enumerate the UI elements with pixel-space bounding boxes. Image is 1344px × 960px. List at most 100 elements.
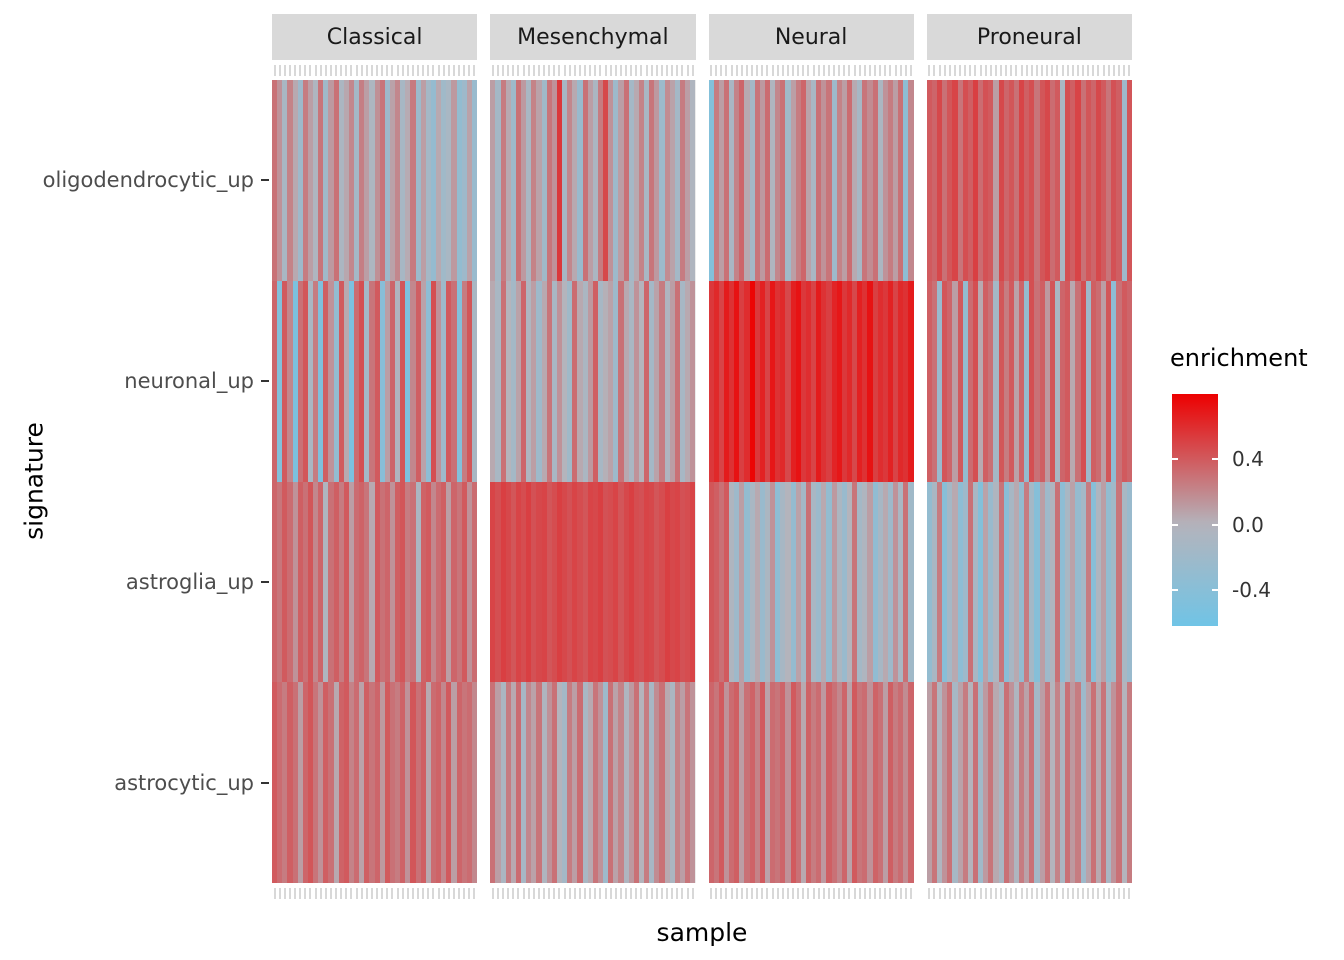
sample-tick-mark <box>594 887 597 899</box>
sample-tick <box>1034 887 1039 899</box>
heatmap-cell <box>1019 682 1025 883</box>
heatmap-column <box>592 80 598 883</box>
heatmap-column <box>988 80 994 883</box>
row-label-astrocytic_up: astrocytic_up <box>114 770 254 795</box>
sample-tick-mark <box>1066 64 1069 76</box>
heatmap-cell <box>998 481 1004 683</box>
heatmap-cell <box>887 80 893 281</box>
sample-tick-mark <box>614 64 617 76</box>
sample-tick-mark <box>874 887 877 899</box>
heatmap-cell <box>775 80 781 281</box>
heatmap-cell <box>374 80 380 281</box>
sample-tick <box>847 887 852 899</box>
heatmap-cell <box>379 682 385 883</box>
sample-tick <box>801 64 806 76</box>
sample-tick-mark <box>517 887 520 899</box>
sample-tick <box>947 64 952 76</box>
heatmap-cell <box>669 280 675 482</box>
heatmap-cell <box>364 80 370 281</box>
sample-tick <box>714 887 719 899</box>
heatmap-cell <box>1044 682 1050 883</box>
heatmap-cell <box>1126 481 1132 683</box>
heatmap-cell <box>729 682 735 883</box>
heatmap-cell <box>456 682 462 883</box>
heatmap-column <box>674 80 680 883</box>
heatmap-cell <box>764 80 770 281</box>
heatmap-column <box>749 80 755 883</box>
sample-tick-mark <box>584 887 587 899</box>
sample-tick <box>978 64 983 76</box>
sample-tick <box>690 887 695 899</box>
heatmap-cell <box>877 280 883 482</box>
heatmap-cell <box>597 481 603 683</box>
heatmap-cell <box>857 80 863 281</box>
sample-tick-mark <box>360 887 363 899</box>
heatmap-column <box>729 80 735 883</box>
sample-tick-mark <box>640 887 643 899</box>
sample-tick <box>670 64 675 76</box>
heatmap-cell <box>546 481 552 683</box>
heatmap-cell <box>521 481 527 683</box>
heatmap-cell <box>430 280 436 482</box>
heatmap-cell <box>343 682 349 883</box>
sample-tick-mark <box>969 887 972 899</box>
heatmap-cell <box>1024 80 1030 281</box>
heatmap-column <box>510 80 516 883</box>
heatmap-cell <box>1101 682 1107 883</box>
heatmap-cell <box>759 682 765 883</box>
heatmap-cell <box>1049 682 1055 883</box>
heatmap-cell <box>713 682 719 883</box>
sample-tick-mark <box>609 64 612 76</box>
heatmap-cell <box>395 481 401 683</box>
heatmap-cell <box>364 280 370 482</box>
heatmap-cell <box>846 481 852 683</box>
sample-tick-mark <box>725 64 728 76</box>
sample-tick-mark <box>360 64 363 76</box>
heatmap-column <box>962 80 968 883</box>
sample-tick-mark <box>417 887 420 899</box>
heatmap-cell <box>937 280 943 482</box>
sample-tick-mark <box>899 887 902 899</box>
sample-tick <box>796 64 801 76</box>
heatmap-cell <box>302 481 308 683</box>
heatmap-cell <box>1039 80 1045 281</box>
heatmap-column <box>1034 80 1040 883</box>
sample-tick-mark <box>1061 64 1064 76</box>
heatmap-cell <box>993 481 999 683</box>
sample-tick-mark <box>406 887 409 899</box>
sample-tick-mark <box>365 64 368 76</box>
sample-tick-mark <box>984 887 987 899</box>
sample-tick <box>431 887 436 899</box>
heatmap-cell <box>723 682 729 883</box>
heatmap-cell <box>515 80 521 281</box>
heatmap-column <box>282 80 288 883</box>
heatmap-cell <box>466 481 472 683</box>
sample-tick-mark <box>532 887 535 899</box>
heatmap-cell <box>623 481 629 683</box>
sample-tick-mark <box>797 887 800 899</box>
heatmap-cell <box>531 80 537 281</box>
sample-tick-mark <box>309 887 312 899</box>
heatmap-cell <box>739 481 745 683</box>
heatmap-cell <box>415 481 421 683</box>
sample-tick-mark <box>335 887 338 899</box>
heatmap-cell <box>1101 481 1107 683</box>
sample-tick <box>441 887 446 899</box>
heatmap-cell <box>952 481 958 683</box>
sample-tick-mark <box>329 887 332 899</box>
heatmap-cell <box>505 682 511 883</box>
sample-tick-mark <box>1056 887 1059 899</box>
sample-tick <box>963 64 968 76</box>
heatmap-cell <box>410 481 416 683</box>
heatmap-cell <box>790 280 796 482</box>
sample-tick-mark <box>802 64 805 76</box>
sample-tick-mark <box>294 64 297 76</box>
sample-tick-mark <box>771 887 774 899</box>
heatmap-cell <box>551 682 557 883</box>
heatmap-cell <box>415 280 421 482</box>
heatmap-cell <box>389 80 395 281</box>
sample-tick <box>410 64 415 76</box>
sample-tick-mark <box>781 887 784 899</box>
sample-tick-mark <box>802 887 805 899</box>
heatmap-cell <box>988 481 994 683</box>
